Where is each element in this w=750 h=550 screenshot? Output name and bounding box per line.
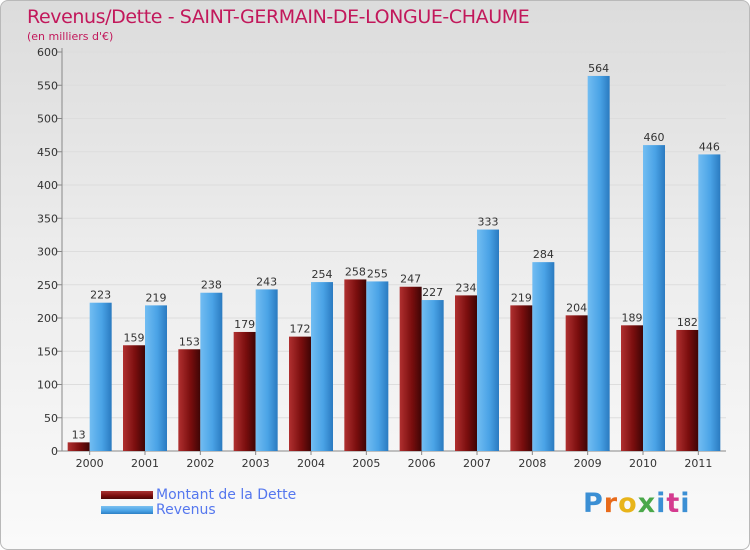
- bar-revenus: [587, 75, 610, 451]
- y-tick-label: 400: [37, 179, 58, 192]
- y-tick-label: 350: [37, 212, 58, 225]
- logo-letter: x: [637, 488, 657, 519]
- x-tick-label: 2005: [352, 457, 380, 470]
- y-tick-label: 50: [44, 412, 58, 425]
- data-label-revenus: 255: [367, 267, 388, 280]
- y-tick-label: 550: [37, 79, 58, 92]
- x-tick-label: 2002: [186, 457, 214, 470]
- bar-dette: [565, 315, 588, 451]
- logo-letter: o: [618, 488, 638, 519]
- data-label-dette: 13: [72, 428, 86, 441]
- data-label-dette: 159: [124, 331, 145, 344]
- bar-revenus: [145, 305, 167, 451]
- data-label-dette: 219: [511, 291, 532, 304]
- logo-letter: i: [656, 488, 667, 519]
- chart-title: Revenus/Dette - SAINT-GERMAIN-DE-LONGUE-…: [27, 6, 530, 28]
- data-labels: 13 223 159 219 153 238 179 243 172 254 258 255 24722…: [72, 62, 720, 441]
- x-tick-label: 2007: [463, 457, 491, 470]
- data-label-revenus: 284: [533, 248, 554, 261]
- y-tick-label: 450: [37, 146, 58, 159]
- bar-dette: [399, 286, 422, 451]
- bar-dette: [676, 329, 699, 451]
- bar-dette: [455, 295, 477, 451]
- y-tick-label: 150: [37, 345, 58, 358]
- data-label-revenus: 564: [588, 62, 609, 75]
- data-label-dette: 234: [456, 281, 477, 294]
- data-label-revenus: 223: [90, 289, 111, 302]
- bar-dette: [510, 305, 533, 451]
- bar-revenus: [311, 282, 333, 451]
- x-tick-label: 2010: [629, 457, 657, 470]
- bar-revenus: [477, 229, 499, 451]
- data-label-revenus: 446: [699, 140, 720, 153]
- legend-label-dette: Montant de la Dette: [156, 486, 297, 503]
- axes: 0 50 100 150 200 250 300 350 400 450 500 550 600 2000…: [37, 46, 726, 470]
- data-label-revenus: 238: [201, 279, 222, 292]
- legend-item-revenus: Revenus: [101, 501, 296, 518]
- data-label-dette: 204: [566, 301, 587, 314]
- data-label-revenus: 333: [478, 216, 499, 229]
- y-tick-label: 500: [37, 113, 58, 126]
- bar-dette: [344, 279, 367, 451]
- data-label-revenus: 254: [312, 268, 333, 281]
- x-tick-label: 2008: [518, 457, 546, 470]
- legend-swatch-revenus: [101, 505, 153, 514]
- legend-label-revenus: Revenus: [156, 501, 216, 518]
- bars: [67, 75, 721, 451]
- bar-revenus: [89, 302, 112, 451]
- y-tick-label: 200: [37, 312, 58, 325]
- data-label-dette: 182: [677, 316, 698, 329]
- x-tick-label: 2006: [408, 457, 436, 470]
- data-label-revenus: 243: [256, 275, 277, 288]
- x-tick-label: 2011: [684, 457, 712, 470]
- logo-letter: r: [603, 488, 619, 519]
- y-tick-label: 600: [37, 46, 58, 59]
- logo-letter: t: [666, 488, 681, 519]
- bar-dette: [289, 336, 311, 451]
- data-label-revenus: 219: [146, 291, 167, 304]
- bar-revenus: [421, 300, 444, 451]
- y-tick-label: 100: [37, 379, 58, 392]
- x-tick-label: 2001: [131, 457, 159, 470]
- data-label-dette: 179: [234, 318, 255, 331]
- legend-swatch-dette: [101, 490, 153, 499]
- x-tick-label: 2004: [297, 457, 325, 470]
- data-label-dette: 258: [345, 265, 366, 278]
- x-tick-label: 2000: [76, 457, 104, 470]
- bar-dette: [123, 345, 145, 451]
- data-label-revenus: 460: [644, 131, 665, 144]
- bar-dette: [621, 325, 643, 451]
- data-label-dette: 153: [179, 335, 200, 348]
- bar-revenus: [532, 262, 555, 451]
- bar-revenus: [643, 145, 665, 451]
- y-tick-label: 300: [37, 246, 58, 259]
- y-tick-label: 250: [37, 279, 58, 292]
- y-tick-label: 0: [51, 445, 58, 458]
- data-label-revenus: 227: [422, 286, 443, 299]
- bar-revenus: [366, 281, 389, 451]
- bar-revenus: [200, 292, 223, 451]
- x-tick-label: 2003: [242, 457, 270, 470]
- bar-revenus: [255, 289, 278, 451]
- data-label-dette: 247: [400, 273, 421, 286]
- chart-subtitle: (en milliers d'€): [27, 30, 114, 43]
- proxiti-logo: Proxiti: [583, 488, 691, 519]
- gridlines: [62, 51, 726, 452]
- bar-revenus: [698, 154, 721, 451]
- bar-dette: [67, 442, 90, 451]
- logo-letter: P: [583, 488, 604, 519]
- legend-item-dette: Montant de la Dette: [101, 486, 297, 503]
- legend: Montant de la Dette Revenus: [101, 486, 297, 518]
- x-tick-label: 2009: [574, 457, 602, 470]
- data-label-dette: 189: [622, 311, 643, 324]
- logo-letter: i: [680, 488, 691, 519]
- bar-dette: [178, 349, 201, 451]
- data-label-dette: 172: [290, 323, 311, 336]
- bar-dette: [233, 331, 256, 451]
